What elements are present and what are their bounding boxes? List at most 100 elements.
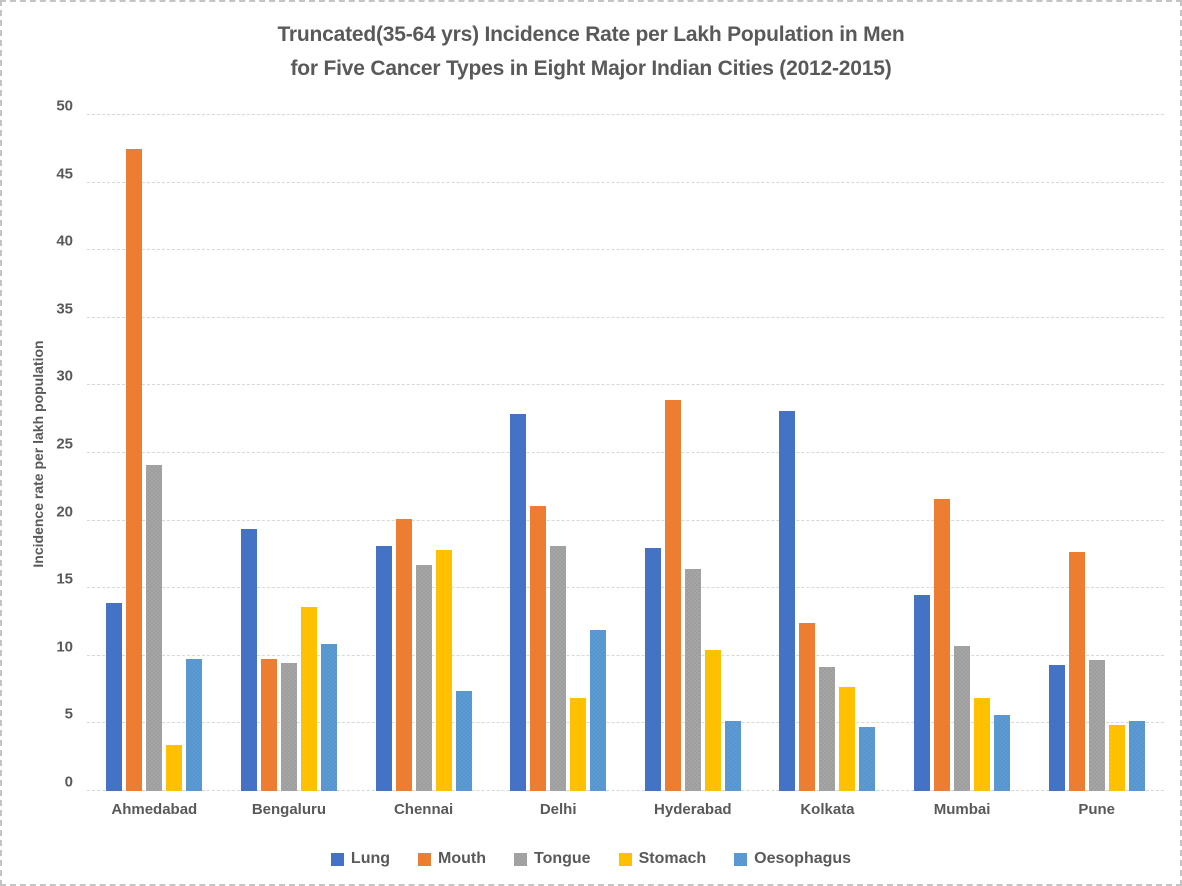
bar-lung-hyderabad	[644, 547, 661, 791]
y-tick-label-20: 20	[56, 503, 73, 521]
bar-group-pune	[1029, 115, 1164, 791]
legend-item-stomach: Stomach	[618, 850, 706, 868]
x-axis-label-chennai: Chennai	[393, 801, 454, 818]
x-axis-label-delhi: Delhi	[539, 801, 577, 818]
y-tick-label-5: 5	[64, 705, 73, 723]
legend-swatch-stomach	[618, 852, 632, 866]
bar-tongue-delhi	[550, 546, 567, 791]
y-tick-label-30: 30	[56, 367, 73, 385]
bar-group-ahmedabad	[87, 115, 222, 791]
bar-lung-pune	[1048, 665, 1065, 791]
bar-groups	[87, 115, 1164, 791]
gridline-25	[87, 452, 1164, 453]
bar-stomach-chennai	[435, 550, 452, 791]
y-tick-label-0: 0	[64, 773, 73, 791]
y-axis-title: Incidence rate per lakh population	[30, 340, 46, 568]
bar-oesophagus-mumbai	[994, 715, 1011, 791]
bar-group-mumbai	[895, 115, 1030, 791]
bar-lung-bengaluru	[240, 528, 257, 791]
bar-group-kolkata	[760, 115, 895, 791]
gridline-20	[87, 519, 1164, 521]
gridline-10	[87, 654, 1164, 656]
gridline-5	[87, 722, 1164, 724]
bar-oesophagus-hyderabad	[724, 720, 741, 791]
x-axis-label-kolkata: Kolkata	[800, 801, 855, 818]
bar-mouth-hyderabad	[664, 400, 681, 791]
y-tick-label-50: 50	[56, 97, 73, 115]
bar-mouth-kolkata	[799, 623, 816, 791]
bar-oesophagus-pune	[1128, 720, 1145, 791]
gridline-50	[87, 114, 1164, 115]
bar-stomach-hyderabad	[704, 650, 721, 791]
chart-title-line1: Truncated(35-64 yrs) Incidence Rate per …	[277, 23, 905, 46]
legend-swatch-mouth	[418, 852, 432, 866]
bar-stomach-ahmedabad	[166, 745, 183, 791]
x-axis-label-ahmedabad: Ahmedabad	[111, 801, 198, 818]
y-tick-label-25: 25	[56, 435, 73, 453]
legend-label-mouth: Mouth	[438, 850, 486, 867]
legend-swatch-tongue	[514, 852, 527, 866]
bar-group-chennai	[356, 115, 491, 791]
bar-oesophagus-chennai	[455, 690, 472, 791]
legend-swatch-oesophagus	[734, 852, 748, 866]
gridline-30	[87, 384, 1164, 386]
y-tick-label-40: 40	[56, 232, 73, 250]
bar-group-hyderabad	[626, 115, 761, 791]
bar-lung-mumbai	[914, 594, 931, 791]
legend-item-mouth: Mouth	[418, 850, 486, 868]
chart-title: Truncated(35-64 yrs) Incidence Rate per …	[2, 18, 1180, 86]
bar-group-delhi	[491, 115, 626, 791]
bar-tongue-bengaluru	[280, 662, 297, 791]
x-axis-label-hyderabad: Hyderabad	[654, 801, 732, 818]
bar-oesophagus-delhi	[590, 630, 607, 791]
y-tick-label-15: 15	[56, 570, 73, 588]
bar-mouth-delhi	[530, 505, 547, 791]
legend-label-tongue: Tongue	[534, 850, 591, 867]
legend: Lung Mouth Tongue Stomach Oesophagus	[2, 850, 1180, 868]
bar-stomach-kolkata	[839, 686, 856, 791]
legend-swatch-lung	[330, 852, 344, 866]
bar-tongue-mumbai	[954, 646, 971, 791]
y-tick-label-35: 35	[56, 300, 73, 318]
x-axis-label-bengaluru: Bengaluru	[251, 801, 327, 818]
bar-oesophagus-kolkata	[859, 727, 876, 791]
gridline-40	[87, 249, 1164, 251]
bar-lung-kolkata	[779, 411, 796, 791]
bar-mouth-chennai	[395, 519, 412, 791]
bar-mouth-bengaluru	[260, 658, 277, 791]
bar-oesophagus-bengaluru	[320, 643, 337, 791]
y-tick-label-45: 45	[56, 165, 73, 183]
plot-area: 0 5 10 15 20 25 30 35 40 45 50	[56, 98, 1164, 791]
bar-mouth-mumbai	[934, 498, 951, 791]
bar-oesophagus-ahmedabad	[186, 658, 203, 791]
x-axis-label-pune: Pune	[1078, 801, 1116, 818]
legend-item-oesophagus: Oesophagus	[734, 850, 851, 868]
bar-stomach-bengaluru	[300, 607, 317, 791]
bar-tongue-ahmedabad	[146, 465, 163, 791]
bar-tongue-pune	[1088, 659, 1105, 791]
bar-group-bengaluru	[222, 115, 357, 791]
bar-stomach-pune	[1108, 724, 1125, 791]
legend-item-tongue: Tongue	[514, 850, 591, 868]
gridline-15	[87, 587, 1164, 589]
gridline-35	[87, 316, 1164, 318]
y-tick-label-10: 10	[56, 638, 73, 656]
bar-stomach-mumbai	[974, 697, 991, 791]
bar-tongue-hyderabad	[684, 569, 701, 791]
x-axis-labels: Ahmedabad Bengaluru Chennai Delhi Hyderabad K…	[87, 801, 1164, 818]
bar-lung-ahmedabad	[106, 603, 123, 791]
legend-label-oesophagus: Oesophagus	[754, 850, 852, 867]
x-axis-label-mumbai: Mumbai	[933, 801, 991, 818]
gridline-0	[87, 790, 1164, 791]
bar-stomach-delhi	[570, 697, 587, 791]
gridline-45	[87, 181, 1164, 183]
bar-mouth-pune	[1068, 551, 1085, 791]
legend-label-lung: Lung	[350, 850, 391, 867]
bar-lung-delhi	[510, 413, 527, 791]
bar-tongue-kolkata	[819, 666, 836, 791]
bar-mouth-ahmedabad	[126, 148, 143, 791]
bar-lung-chennai	[375, 546, 392, 791]
bar-tongue-chennai	[415, 565, 432, 791]
legend-item-lung: Lung	[330, 850, 391, 868]
